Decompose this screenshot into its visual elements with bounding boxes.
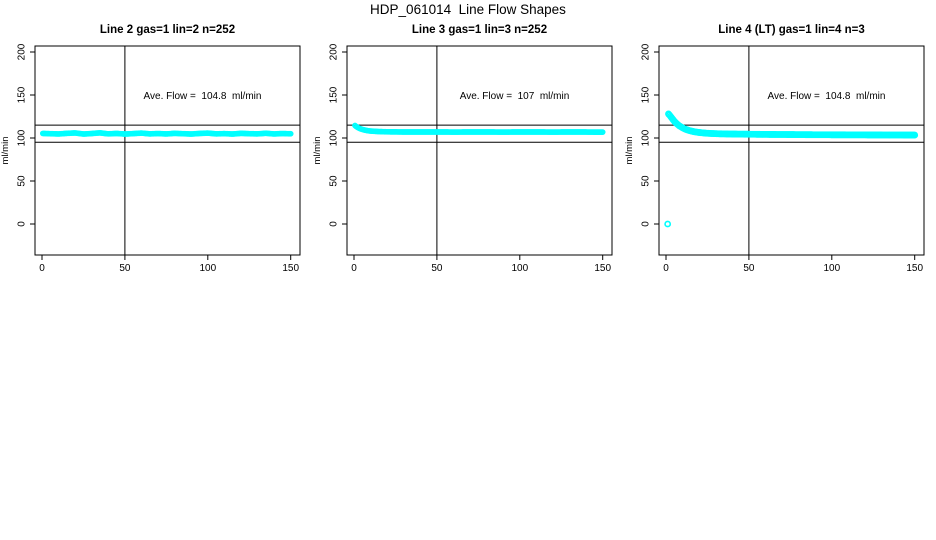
panel-1: 0 50 100 150 200 0 50 100 150 ml/min Line 2 gas=1 … <box>0 24 301 274</box>
y-axis-tick-label: 0 <box>641 221 652 227</box>
data-point <box>911 131 919 139</box>
x-axis-tick-label: 100 <box>199 263 216 274</box>
x-axis-tick-label: 150 <box>282 263 299 274</box>
data-series <box>665 110 919 139</box>
plot-box <box>346 45 613 256</box>
ave-flow-annotation: Ave. Flow = 104.8 ml/min <box>144 91 262 102</box>
y-axis-tick-label: 50 <box>329 175 340 187</box>
y-axis-tick-label: 100 <box>17 129 28 146</box>
data-point <box>599 129 606 136</box>
y-axis-label: ml/min <box>0 137 11 165</box>
y-axis-tick-label: 50 <box>17 175 28 187</box>
plot-box <box>34 45 301 256</box>
data-point <box>287 130 294 137</box>
main-title: HDP_061014 Line Flow Shapes <box>370 2 566 17</box>
panel-title: Line 2 gas=1 lin=2 n=252 <box>100 24 235 36</box>
panel-title: Line 3 gas=1 lin=3 n=252 <box>412 24 547 36</box>
panel-2: 0 50 100 150 200 0 50 100 150 ml/min Line 3 gas=1 … <box>312 24 613 274</box>
y-axis-tick-label: 150 <box>17 86 28 103</box>
y-axis-tick-label: 150 <box>641 86 652 103</box>
x-axis-tick-label: 50 <box>743 263 755 274</box>
x-axis-tick-label: 100 <box>511 263 528 274</box>
panel-title: Line 4 (LT) gas=1 lin=4 n=3 <box>718 24 864 36</box>
x-axis-tick-label: 50 <box>431 263 443 274</box>
x-axis-tick-label: 150 <box>594 263 611 274</box>
y-axis-tick-label: 100 <box>329 129 340 146</box>
charts-canvas: 0 50 100 150 200 0 50 100 150 ml/min Line 2 gas=1 … <box>0 24 925 274</box>
y-axis-tick-label: 100 <box>641 129 652 146</box>
y-axis-tick-label: 0 <box>329 221 340 227</box>
data-series <box>39 129 294 137</box>
y-axis-tick-label: 0 <box>17 221 28 227</box>
x-axis-tick-label: 150 <box>906 263 923 274</box>
y-axis-label: ml/min <box>312 137 323 165</box>
y-axis-tick-label: 200 <box>17 43 28 60</box>
outlier-point <box>664 220 672 228</box>
y-axis-tick-label: 200 <box>329 43 340 60</box>
y-axis-label: ml/min <box>624 137 635 165</box>
x-axis-tick-label: 0 <box>39 263 45 274</box>
x-axis-tick-label: 50 <box>119 263 131 274</box>
data-series <box>352 122 606 136</box>
y-axis-tick-label: 50 <box>641 175 652 187</box>
panel-3: 0 50 100 150 200 0 50 100 150 ml/min Line 4 (LT) g… <box>624 24 925 274</box>
ave-flow-annotation: Ave. Flow = 107 ml/min <box>460 91 570 102</box>
x-axis-tick-label: 0 <box>351 263 357 274</box>
x-axis-tick-label: 0 <box>663 263 669 274</box>
plot-box <box>658 45 925 256</box>
y-axis-tick-label: 200 <box>641 43 652 60</box>
ave-flow-annotation: Ave. Flow = 104.8 ml/min <box>768 91 886 102</box>
x-axis-tick-label: 100 <box>823 263 840 274</box>
y-axis-tick-label: 150 <box>329 86 340 103</box>
